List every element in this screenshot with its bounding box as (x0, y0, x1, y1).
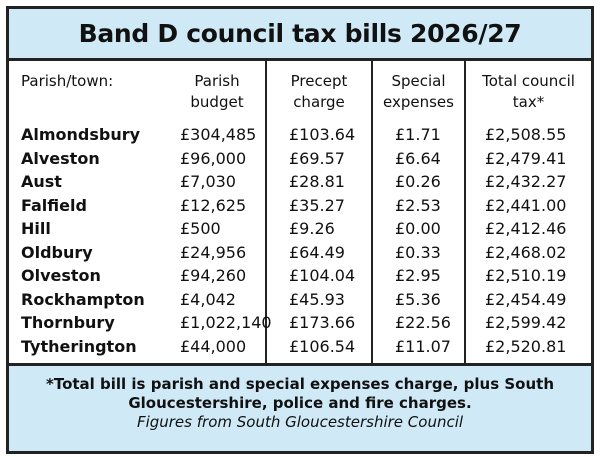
parish-name: Falfield (21, 195, 87, 215)
precept-charge: £106.54 (289, 336, 356, 356)
parish-budget: £304,485 (180, 125, 257, 144)
footnote-line: Gloucestershire, police and fire charges… (128, 394, 472, 412)
table-title: Band D council tax bills 2026/27 (78, 19, 522, 48)
special-expenses: £5.36 (395, 289, 441, 309)
parish-budget: £24,956 (180, 242, 247, 262)
total-council-tax: £2,468.02 (485, 242, 567, 262)
parish-budget: £96,000 (180, 148, 247, 168)
precept-charge: £45.93 (289, 289, 345, 309)
special-expenses: £2.53 (395, 195, 441, 215)
special-expenses: £0.33 (395, 242, 441, 262)
parish-name: Thornbury (21, 313, 115, 332)
total-council-tax: £2,454.49 (485, 289, 567, 309)
table-row: Alveston £96,000 £69.57 £6.64 £2,479.41 (9, 147, 591, 170)
special-expenses: £0.26 (395, 172, 441, 191)
table-row: Rockhampton £4,042 £45.93 £5.36 £2,454.49 (9, 288, 591, 311)
header-budget: Parish budget (190, 72, 244, 111)
table-row: Thornbury £1,022,140 £173.66 £22.56 £2,599.4… (9, 311, 591, 334)
parish-budget: £12,625 (180, 195, 247, 215)
total-council-tax: £2,520.81 (485, 336, 567, 356)
special-expenses: £6.64 (395, 148, 441, 168)
parish-budget: £4,042 (180, 289, 236, 309)
table-row: Aust £7,030 £28.81 £0.26 £2,432.27 (9, 170, 591, 193)
table-row: Falfield £12,625 £35.27 £2.53 £2,441.00 (9, 194, 591, 217)
parish-name: Almondsbury (21, 125, 141, 144)
special-expenses: £1.71 (395, 125, 441, 144)
header-parish: Parish/town: (21, 72, 114, 90)
special-expenses: £11.07 (395, 336, 451, 356)
table-row: Olveston £94,260 £104.04 £2.95 £2,510.19 (9, 264, 591, 287)
council-tax-table: Band D council tax bills 2026/27 Parish/… (6, 6, 594, 454)
parish-name: Olveston (21, 266, 101, 285)
precept-charge: £69.57 (289, 148, 345, 168)
parish-budget: £1,022,140 (180, 313, 272, 332)
table-row: Tytherington £44,000 £106.54 £11.07 £2,520.8… (9, 335, 591, 358)
total-council-tax: £2,599.42 (485, 313, 567, 332)
precept-charge: £9.26 (289, 219, 335, 238)
table-row: Oldbury £24,956 £64.49 £0.33 £2,468.02 (9, 241, 591, 264)
total-council-tax: £2,412.46 (485, 219, 567, 238)
total-council-tax: £2,510.19 (485, 266, 567, 285)
column-divider (265, 61, 267, 363)
total-council-tax: £2,441.00 (485, 195, 567, 215)
parish-budget: £94,260 (180, 266, 247, 285)
precept-charge: £103.64 (289, 125, 356, 144)
precept-charge: £35.27 (289, 195, 345, 215)
parish-name: Oldbury (21, 242, 93, 262)
title-bar: Band D council tax bills 2026/27 (9, 9, 591, 61)
precept-charge: £28.81 (289, 172, 345, 191)
table-row: Hill £500 £9.26 £0.00 £2,412.46 (9, 217, 591, 240)
table-row: Almondsbury £304,485 £103.64 £1.71 £2,508.55 (9, 123, 591, 146)
parish-name: Hill (21, 219, 51, 238)
precept-charge: £64.49 (289, 242, 345, 262)
header-precept: Precept charge (290, 72, 348, 111)
column-divider (371, 61, 373, 363)
parish-name: Rockhampton (21, 289, 145, 309)
total-council-tax: £2,508.55 (485, 125, 567, 144)
parish-budget: £7,030 (180, 172, 236, 191)
column-divider (464, 61, 466, 363)
header-total: Total council tax* (482, 72, 575, 111)
special-expenses: £2.95 (395, 266, 441, 285)
parish-budget: £44,000 (180, 336, 247, 356)
header-special: Special expenses (383, 72, 454, 111)
total-council-tax: £2,479.41 (485, 148, 567, 168)
precept-charge: £173.66 (289, 313, 356, 332)
parish-name: Alveston (21, 148, 100, 168)
parish-name: Tytherington (21, 336, 137, 356)
special-expenses: £22.56 (395, 313, 451, 332)
parish-name: Aust (21, 172, 62, 191)
special-expenses: £0.00 (395, 219, 441, 238)
source-credit: Figures from South Gloucestershire Counc… (136, 413, 464, 431)
footnote-line: *Total bill is parish and special expens… (45, 375, 555, 393)
parish-budget: £500 (180, 219, 221, 238)
precept-charge: £104.04 (289, 266, 356, 285)
footer-note: *Total bill is parish and special expens… (9, 363, 591, 451)
total-council-tax: £2,432.27 (485, 172, 567, 191)
